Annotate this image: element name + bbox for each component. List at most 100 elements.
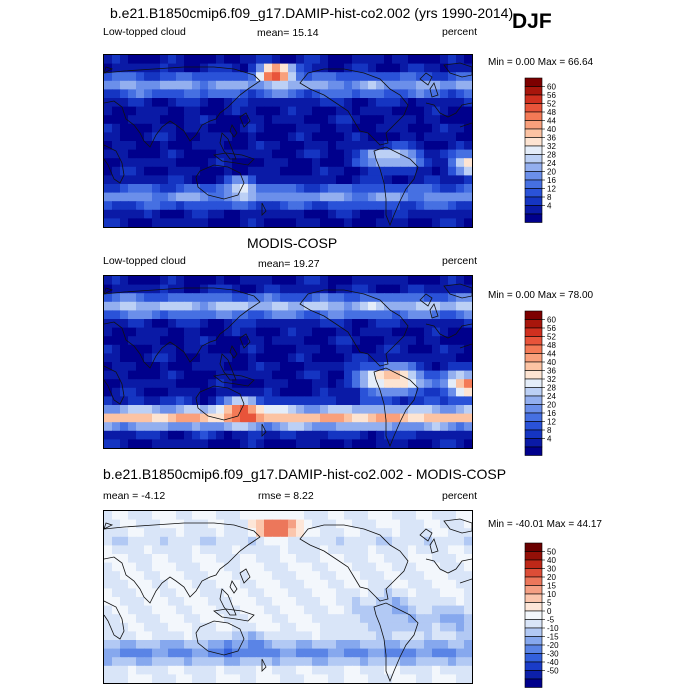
map-cell xyxy=(168,55,177,65)
map-cell xyxy=(344,413,353,423)
map-cell xyxy=(328,396,337,406)
map-cell xyxy=(384,439,393,448)
map-cell xyxy=(104,554,113,564)
map-cell xyxy=(224,89,233,99)
map-cell xyxy=(128,115,137,125)
map-cell xyxy=(160,379,169,389)
map-cell xyxy=(456,184,465,194)
map-cell xyxy=(288,209,297,219)
map-cell xyxy=(176,327,185,337)
map-cell xyxy=(152,579,161,589)
map-cell xyxy=(288,184,297,194)
map-cell xyxy=(128,141,137,151)
map-cell xyxy=(296,201,305,211)
map-cell xyxy=(328,327,337,337)
colorbar-box xyxy=(524,205,543,215)
colorbar-box xyxy=(524,370,543,380)
map-cell xyxy=(312,293,321,303)
map-cell xyxy=(464,396,472,406)
map-cell xyxy=(184,201,193,211)
map-cell xyxy=(120,545,129,555)
map-cell xyxy=(136,657,145,667)
map-cell xyxy=(208,614,217,624)
map-cell xyxy=(168,405,177,415)
map-cell xyxy=(176,588,185,598)
map-cell xyxy=(184,175,193,185)
map-cell xyxy=(136,158,145,168)
map-cell xyxy=(448,579,457,589)
map-cell xyxy=(256,115,265,125)
map-cell xyxy=(416,63,425,73)
map-cell xyxy=(376,301,385,311)
map-cell xyxy=(424,201,433,211)
map-cell xyxy=(408,413,417,423)
map-cell xyxy=(368,327,377,337)
map-cell xyxy=(240,319,249,329)
map-cell xyxy=(368,640,377,650)
map-cell xyxy=(432,293,441,303)
map-cell xyxy=(344,597,353,607)
map-cell xyxy=(264,387,273,397)
map-cell xyxy=(176,166,185,176)
map-cell xyxy=(328,89,337,99)
map-cell xyxy=(376,554,385,564)
map-cell xyxy=(216,405,225,415)
map-cell xyxy=(104,106,113,116)
map-cell xyxy=(168,158,177,168)
map-cell xyxy=(224,511,233,521)
map-cell xyxy=(256,562,265,572)
map-cell xyxy=(240,353,249,363)
map-cell xyxy=(224,396,233,406)
map-cell xyxy=(432,648,441,658)
map-cell xyxy=(200,201,209,211)
map-cell xyxy=(176,218,185,227)
map-cell xyxy=(408,362,417,372)
colorbar-box xyxy=(524,327,543,337)
coastline xyxy=(195,164,245,200)
map-cell xyxy=(312,55,321,65)
map-cell xyxy=(392,55,401,65)
map-cell xyxy=(296,622,305,632)
map-cell xyxy=(352,648,361,658)
map-cell xyxy=(200,640,209,650)
map-cell xyxy=(184,614,193,624)
map-cell xyxy=(344,218,353,227)
coastline xyxy=(299,68,409,146)
map-cell xyxy=(152,293,161,303)
map-cell xyxy=(368,192,377,202)
map-cell xyxy=(336,310,345,320)
colorbar-box xyxy=(524,353,543,363)
map-cell xyxy=(280,319,289,329)
map-cell xyxy=(240,622,249,632)
coastline xyxy=(239,112,251,128)
map-cell xyxy=(160,158,169,168)
map-cell xyxy=(320,132,329,142)
map-cell xyxy=(208,665,217,675)
map-cell xyxy=(224,80,233,90)
map-cell xyxy=(448,562,457,572)
map-cell xyxy=(184,284,193,294)
colorbar-tick-label: 36 xyxy=(547,134,556,143)
map-cell xyxy=(320,597,329,607)
map-cell xyxy=(448,413,457,423)
map-cell xyxy=(208,405,217,415)
map-cell xyxy=(248,327,257,337)
map-cell xyxy=(104,562,113,572)
colorbar-tick-label: 56 xyxy=(547,91,556,100)
map-cell xyxy=(432,72,441,82)
map-cell xyxy=(248,132,257,142)
map-cell xyxy=(216,430,225,440)
map-cell xyxy=(216,622,225,632)
map-cell xyxy=(408,106,417,116)
map-cell xyxy=(248,218,257,227)
map-cell xyxy=(264,657,273,667)
map-cell xyxy=(176,379,185,389)
map-cell xyxy=(400,536,409,546)
map-cell xyxy=(176,396,185,406)
map-cell xyxy=(288,362,297,372)
map-cell xyxy=(352,115,361,125)
map-cell xyxy=(240,201,249,211)
map-cell xyxy=(328,562,337,572)
map-cell xyxy=(120,362,129,372)
colorbar-box xyxy=(524,670,543,680)
